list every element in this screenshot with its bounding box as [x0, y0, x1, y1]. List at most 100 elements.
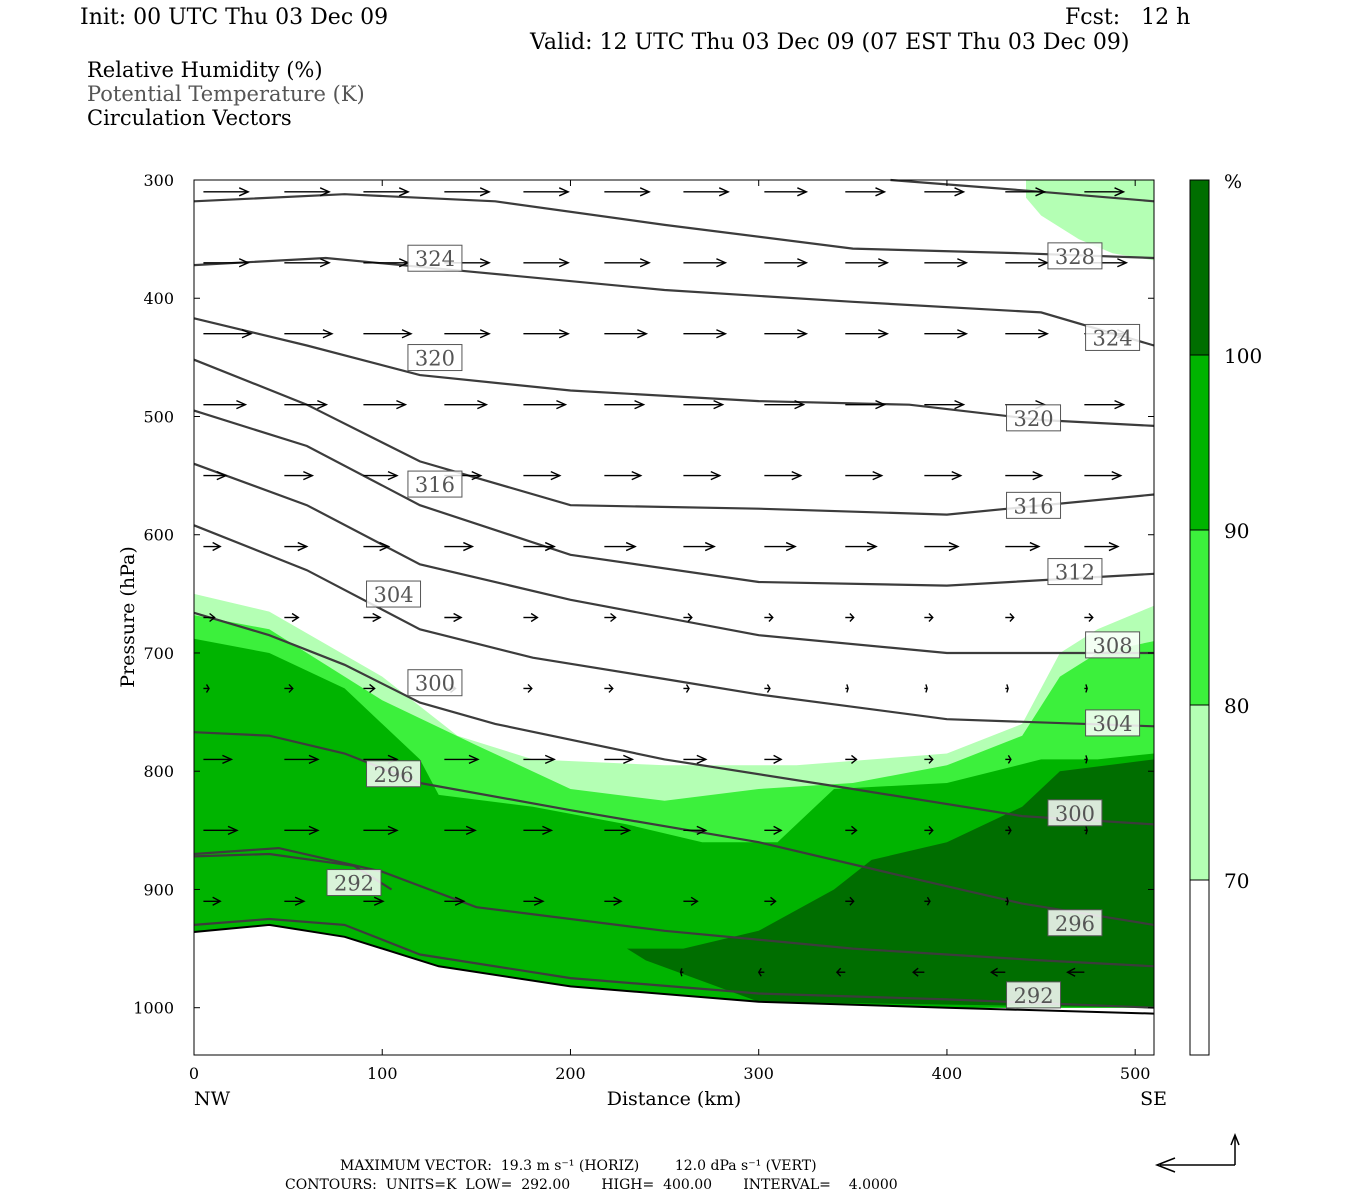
- vector-head: [308, 754, 320, 765]
- theta-label-12: 316: [407, 470, 463, 498]
- circulation-vector: [845, 470, 884, 481]
- vector-head: [468, 754, 480, 765]
- circulation-vector: [764, 470, 803, 481]
- theta-contour-292-0: [193, 917, 1155, 1009]
- vector-head: [768, 613, 774, 622]
- vector-head: [797, 187, 809, 197]
- vector-head: [954, 400, 966, 410]
- circulation-vector: [284, 187, 331, 197]
- y-tick-label: 900: [143, 880, 174, 899]
- circulation-vector: [989, 967, 1006, 977]
- circulation-vector: [363, 825, 399, 835]
- theta-contour-296-1: [193, 846, 1155, 968]
- vector-head: [558, 329, 570, 339]
- circulation-vector: [604, 187, 651, 197]
- vector-head: [989, 967, 998, 977]
- vector-head: [1088, 613, 1094, 622]
- theta-label-9: 292: [1006, 981, 1062, 1009]
- vector-head: [1006, 897, 1009, 906]
- vector-head: [401, 329, 413, 339]
- theta-label-layer: 328 324 320 316 312 308 304 300 296 292 324 320 316 3…: [326, 242, 1141, 1009]
- vector-head: [236, 400, 248, 410]
- vector-head: [454, 896, 466, 906]
- circulation-vector: [284, 612, 300, 623]
- circulation-vector: [924, 754, 934, 764]
- y-tick-label: 300: [143, 171, 174, 190]
- vector-head: [925, 684, 928, 693]
- vector-head: [1108, 541, 1120, 552]
- colorbar-label: 100: [1224, 344, 1262, 368]
- plot-frame: [193, 179, 1155, 1056]
- vector-head: [369, 683, 376, 693]
- vector-head: [797, 258, 809, 268]
- vector-head: [1114, 400, 1126, 410]
- theta-contour-300-4: [193, 611, 1155, 826]
- circulation-vector: [924, 258, 969, 268]
- vector-head: [527, 683, 533, 693]
- vector-head: [634, 400, 646, 410]
- circulation-vector: [604, 329, 649, 339]
- x-tick-label: 400: [932, 1064, 963, 1083]
- field-theta-title: Potential Temperature (K): [87, 82, 365, 106]
- vector-head: [465, 825, 477, 835]
- vector-head: [849, 613, 855, 622]
- circulation-vector: [835, 967, 846, 977]
- theta-label-box: [326, 869, 382, 897]
- theta-label-16: 292: [326, 869, 382, 897]
- vector-head: [912, 967, 919, 977]
- circulation-vector: [604, 612, 617, 623]
- circulation-vector: [203, 684, 210, 693]
- circulation-vector: [924, 825, 934, 835]
- theta-label-box: [407, 470, 463, 498]
- vector-head: [558, 258, 570, 268]
- se-label: SE: [1140, 1088, 1167, 1110]
- circulation-vector: [203, 825, 239, 835]
- vector-head: [544, 754, 556, 765]
- vector-head: [631, 470, 643, 481]
- x-tick-label: 200: [555, 1064, 586, 1083]
- vector-head: [685, 684, 690, 693]
- circulation-vector: [683, 187, 730, 197]
- circulation-vector: [1005, 470, 1044, 481]
- vector-head: [308, 825, 320, 835]
- circulation-vector: [203, 470, 228, 481]
- vector-head: [710, 470, 722, 481]
- colorbar-segment-4: [1189, 879, 1210, 1056]
- circulation-vector: [924, 329, 969, 339]
- circulation-vector: [523, 896, 545, 906]
- theta-label-text: 320: [415, 347, 455, 371]
- theta-label-box: [366, 760, 422, 788]
- vector-head: [875, 400, 887, 410]
- circulation-vector: [764, 754, 783, 765]
- theta-label-3: 316: [1006, 491, 1062, 519]
- vector-head: [623, 754, 635, 765]
- vector-head: [291, 612, 300, 623]
- circulation-vector: [203, 754, 234, 765]
- circulation-vector: [363, 541, 391, 552]
- theta-label-text: 328: [1055, 245, 1095, 269]
- colorbar-segment-3: [1189, 704, 1210, 881]
- circulation-vector: [203, 400, 248, 410]
- vector-head: [477, 400, 489, 410]
- vector-head: [957, 329, 969, 339]
- circulation-vector: [203, 541, 222, 552]
- theta-label-box: [1006, 404, 1062, 432]
- circulation-vector: [523, 754, 556, 765]
- vector-head: [556, 400, 568, 410]
- circulation-vector: [523, 258, 570, 268]
- circulation-vector: [444, 541, 475, 552]
- vector-head: [1114, 187, 1126, 197]
- circulation-vector: [523, 400, 568, 410]
- vector-head: [718, 187, 730, 197]
- vector-head: [530, 612, 539, 623]
- circulation-vector: [845, 754, 858, 764]
- vector-head: [610, 612, 617, 623]
- vector-head: [1085, 755, 1088, 764]
- theta-label-15: 296: [366, 760, 422, 788]
- vector-head: [209, 612, 216, 623]
- circulation-vector: [1005, 541, 1041, 552]
- vector-head: [791, 470, 803, 481]
- circulation-vector: [1005, 755, 1012, 764]
- vector-head: [866, 541, 878, 552]
- circulation-vector: [604, 541, 637, 552]
